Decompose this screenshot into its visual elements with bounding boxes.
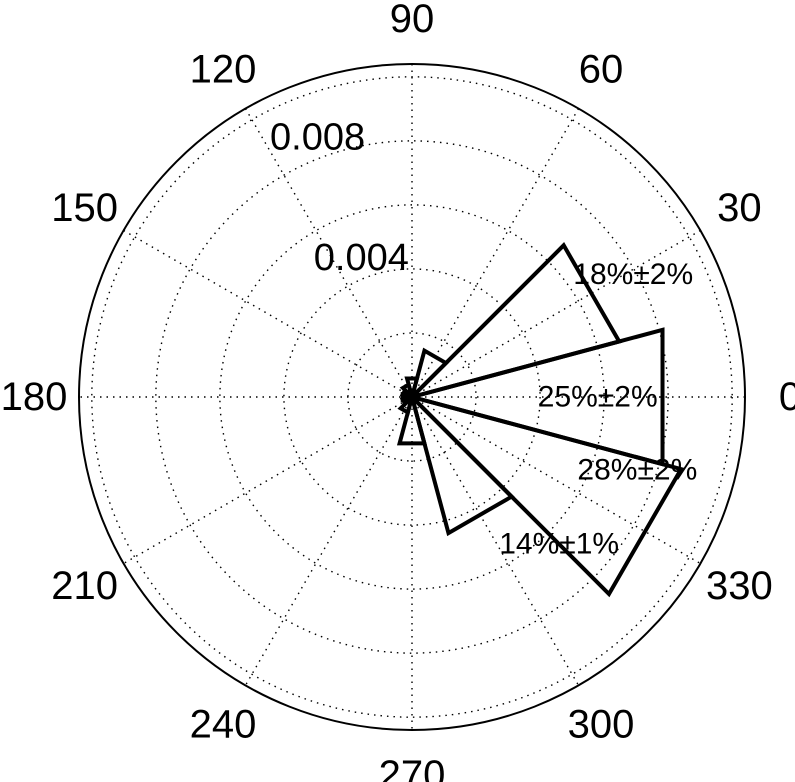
angle-label-60: 60 bbox=[579, 48, 624, 92]
angle-label-330: 330 bbox=[706, 564, 773, 608]
angle-label-150: 150 bbox=[51, 186, 118, 230]
angle-label-270: 270 bbox=[379, 753, 446, 782]
radial-label-0.004: 0.004 bbox=[314, 237, 409, 279]
angle-label-210: 210 bbox=[51, 564, 118, 608]
annotation-3: 14%±1% bbox=[499, 528, 619, 561]
grid-circle-3 bbox=[155, 140, 669, 654]
annotation-0: 18%±2% bbox=[573, 258, 693, 291]
angle-label-300: 300 bbox=[568, 702, 635, 746]
grid-circle-1 bbox=[283, 268, 541, 526]
angle-label-180: 180 bbox=[1, 375, 68, 419]
wedge-11 bbox=[408, 390, 515, 537]
angle-label-240: 240 bbox=[190, 702, 257, 746]
wedge-0 bbox=[405, 393, 685, 598]
grid-spoke-120 bbox=[244, 108, 580, 686]
grid-spoke-150 bbox=[123, 229, 701, 565]
angle-label-0: 0 bbox=[779, 375, 795, 419]
grid-circle-2 bbox=[219, 204, 605, 590]
angle-label-30: 30 bbox=[717, 186, 762, 230]
bars-layer bbox=[396, 242, 685, 598]
wedge-3 bbox=[408, 347, 450, 404]
angle-label-120: 120 bbox=[190, 48, 257, 92]
annotation-1: 25%±2% bbox=[538, 381, 658, 414]
wedge-2 bbox=[405, 242, 623, 401]
annotation-2: 28%±2% bbox=[577, 454, 697, 487]
grid-circle-4 bbox=[91, 76, 733, 718]
outer-circle bbox=[78, 63, 746, 731]
radial-label-0.008: 0.008 bbox=[270, 117, 365, 159]
grid-circle-0 bbox=[347, 332, 477, 462]
grid-spoke-60 bbox=[244, 108, 580, 686]
grid-layer bbox=[78, 63, 746, 731]
grid-spoke-30 bbox=[123, 229, 701, 565]
angle-label-90: 90 bbox=[390, 0, 435, 41]
